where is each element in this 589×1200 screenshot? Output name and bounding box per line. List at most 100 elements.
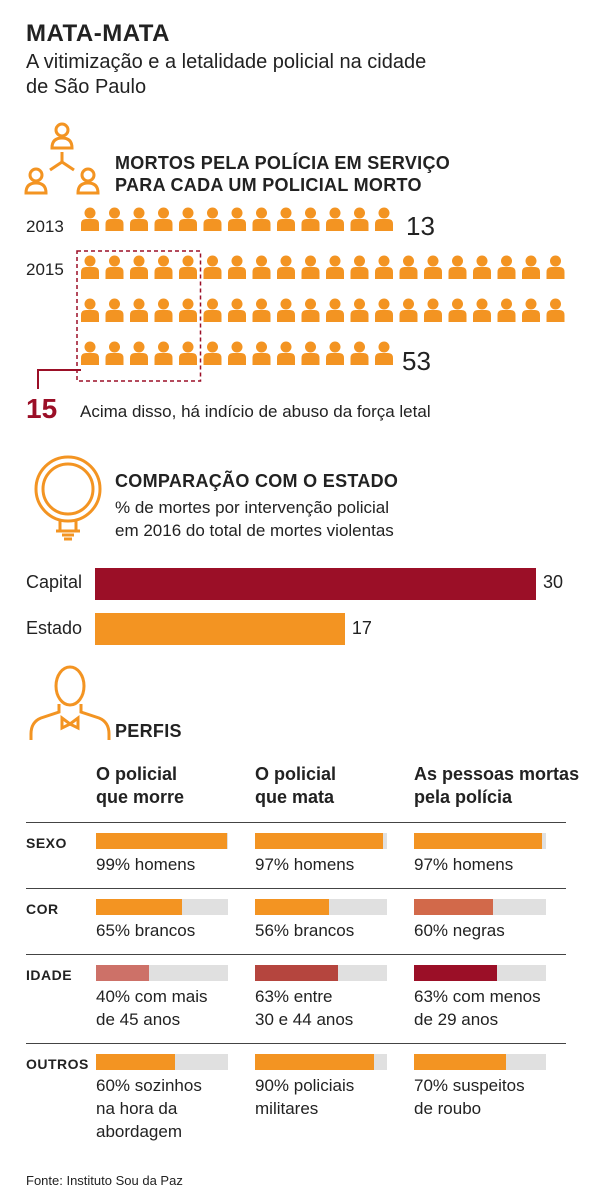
person-icon: [497, 255, 516, 279]
section3-title: PERFIS: [115, 721, 182, 741]
profile-bar-track: [414, 965, 546, 981]
profile-bar-fill: [255, 1054, 374, 1070]
person-icon: [81, 255, 99, 279]
person-icon: [546, 255, 565, 279]
person-icon: [105, 255, 124, 279]
profile-caption-line: 70% suspeitos: [414, 1076, 525, 1095]
profile-bar-track: [414, 833, 546, 849]
person-icon: [130, 341, 148, 365]
person-icon: [277, 207, 295, 231]
person-icon: [399, 255, 418, 279]
person-icon: [350, 298, 369, 322]
profile-bar-track: [96, 899, 228, 915]
profile-caption: 60% sozinhos na hora da abordagem: [96, 1074, 266, 1143]
person-icon: [179, 255, 197, 279]
bar-label-estado: Estado: [26, 618, 83, 638]
row-divider: [26, 954, 566, 955]
profile-bar-fill: [255, 965, 339, 981]
column-header-3: As pessoas mortas pela polícia: [414, 764, 580, 807]
profile-caption-line: 65% brancos: [96, 921, 196, 940]
person-icon: [326, 255, 344, 279]
profile-caption-line: 30 e 44 anos: [255, 1010, 354, 1029]
person-icon: [350, 341, 369, 365]
person-icon: [375, 298, 393, 322]
person-icon: [326, 341, 344, 365]
person-icon: [154, 341, 173, 365]
profile-caption-line: 63% entre: [255, 987, 333, 1006]
profile-bar-fill: [414, 1054, 507, 1070]
profile-bar-fill: [414, 899, 494, 915]
profile-caption: 56% brancos: [255, 919, 425, 942]
page-title: MATA-MATA: [26, 20, 170, 47]
profile-caption-line: abordagem: [96, 1122, 183, 1141]
profile-caption: 65% brancos: [96, 919, 266, 942]
bar-label-capital: Capital: [26, 572, 83, 592]
profile-caption: 40% com mais de 45 anos: [96, 985, 266, 1031]
profile-caption-line: de 29 anos: [414, 1010, 499, 1029]
person-icon: [399, 298, 418, 322]
threshold-box: [76, 250, 202, 382]
row-label: IDADE: [26, 967, 73, 983]
person-icon: [252, 255, 271, 279]
profile-bar-fill: [96, 965, 149, 981]
people-pictogram: [76, 207, 565, 382]
person-icon: [301, 298, 320, 322]
person-icon: [522, 298, 540, 322]
profile-caption-line: de 45 anos: [96, 1010, 181, 1029]
row-divider: [26, 888, 566, 889]
person-icon: [448, 255, 467, 279]
person-icon: [252, 341, 271, 365]
profile-caption-line: 56% brancos: [255, 921, 355, 940]
person-icon: [228, 341, 246, 365]
person-icon: [301, 341, 320, 365]
person-icon: [301, 255, 320, 279]
profile-caption-line: 63% com menos: [414, 987, 541, 1006]
person-icon: [375, 207, 393, 231]
row-label: COR: [26, 901, 59, 917]
profile-caption-line: de roubo: [414, 1099, 482, 1118]
magnifier-icon: [34, 455, 102, 541]
person-icon: [105, 298, 124, 322]
person-icon: [326, 207, 344, 231]
person-icon: [424, 298, 442, 322]
profile-bar-track: [414, 1054, 546, 1070]
bar-estado: [95, 613, 345, 645]
person-icon: [497, 298, 516, 322]
profile-caption-line: 99% homens: [96, 855, 196, 874]
person-icon: [350, 207, 369, 231]
profile-caption-line: na hora da: [96, 1099, 178, 1118]
profile-caption-line: 97% homens: [255, 855, 355, 874]
profile-caption-line: 60% sozinhos: [96, 1076, 202, 1095]
page-subtitle: A vitimização e a letalidade policial na…: [26, 51, 427, 98]
profile-bar-fill: [96, 833, 227, 849]
row-divider: [26, 822, 566, 823]
profile-caption: 60% negras: [414, 919, 584, 942]
person-icon: [277, 298, 295, 322]
profile-caption: 63% entre 30 e 44 anos: [255, 985, 425, 1031]
row-divider: [26, 1043, 566, 1044]
year-2013: 2013: [26, 217, 64, 236]
profile-caption: 90% policiais militares: [255, 1074, 425, 1120]
person-icon: [179, 298, 197, 322]
person-icon: [203, 341, 222, 365]
person-icon: [424, 255, 442, 279]
person-icon: [277, 255, 295, 279]
count-2015: 53: [402, 346, 431, 376]
person-icon: [252, 298, 271, 322]
profile-bar-fill: [96, 899, 182, 915]
threshold-bracket: [37, 369, 81, 389]
section2-subtitle: % de mortes por intervenção policial em …: [115, 498, 394, 540]
profile-bar-track: [414, 899, 546, 915]
profile-caption-line: 40% com mais: [96, 987, 208, 1006]
profile-caption: 97% homens: [414, 853, 584, 876]
profile-caption: 97% homens: [255, 853, 425, 876]
profile-bar-track: [255, 899, 387, 915]
person-icon: [301, 207, 320, 231]
person-icon: [228, 255, 246, 279]
bar-capital: [95, 568, 536, 600]
section1-title: MORTOS PELA POLÍCIA EM SERVIÇO PARA CADA…: [115, 153, 451, 195]
profile-caption-line: 97% homens: [414, 855, 514, 874]
bar-value-estado: 17: [351, 618, 372, 638]
people-network-icon: [24, 122, 100, 195]
person-icon: [350, 255, 369, 279]
